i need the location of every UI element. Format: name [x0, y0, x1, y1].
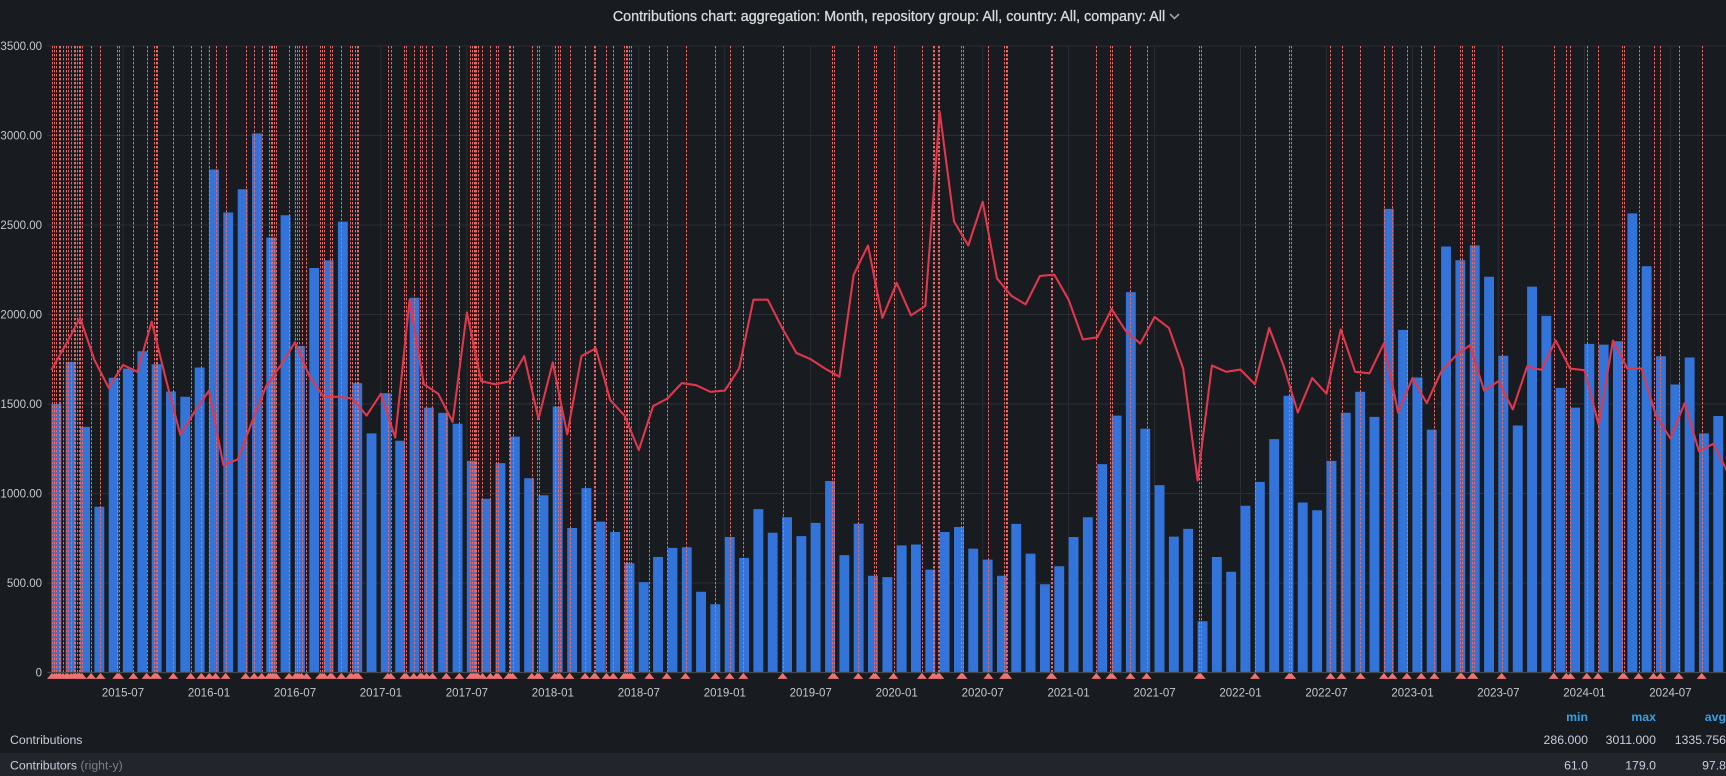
svg-text:max: max: [1631, 710, 1656, 724]
svg-text:2022-07: 2022-07: [1305, 688, 1347, 700]
svg-text:2019-01: 2019-01: [704, 688, 746, 700]
svg-text:2022-01: 2022-01: [1219, 688, 1261, 700]
svg-text:61.0: 61.0: [1564, 759, 1588, 773]
svg-text:2020-01: 2020-01: [876, 688, 918, 700]
svg-text:Contributions chart: aggregati: Contributions chart: aggregation: Month,…: [613, 9, 1165, 25]
svg-text:2016-01: 2016-01: [188, 688, 230, 700]
svg-text:min: min: [1566, 710, 1588, 724]
svg-text:2024-07: 2024-07: [1649, 688, 1691, 700]
svg-text:1335.756: 1335.756: [1675, 733, 1726, 747]
svg-text:2018-07: 2018-07: [618, 688, 660, 700]
svg-text:2023-01: 2023-01: [1391, 688, 1433, 700]
svg-text:2017-07: 2017-07: [446, 688, 488, 700]
svg-text:2020-07: 2020-07: [962, 688, 1004, 700]
svg-text:3011.000: 3011.000: [1606, 733, 1657, 747]
svg-text:2023-07: 2023-07: [1477, 688, 1519, 700]
svg-text:2000.00: 2000.00: [0, 310, 42, 322]
svg-text:Contributions: Contributions: [10, 733, 82, 747]
svg-text:97.8: 97.8: [1702, 759, 1726, 773]
svg-text:avg: avg: [1705, 710, 1726, 724]
svg-text:2015-07: 2015-07: [102, 688, 144, 700]
svg-text:2021-01: 2021-01: [1047, 688, 1089, 700]
svg-text:3000.00: 3000.00: [0, 131, 42, 143]
svg-text:500.00: 500.00: [7, 578, 42, 590]
svg-text:2500.00: 2500.00: [0, 220, 42, 232]
svg-text:Contributors (right-y): Contributors (right-y): [10, 759, 123, 773]
svg-text:1000.00: 1000.00: [0, 489, 42, 501]
svg-text:2017-01: 2017-01: [360, 688, 402, 700]
svg-text:2016-07: 2016-07: [274, 688, 316, 700]
svg-text:1500.00: 1500.00: [0, 399, 42, 411]
svg-text:179.0: 179.0: [1625, 759, 1656, 773]
svg-text:286.000: 286.000: [1544, 733, 1589, 747]
svg-text:2018-01: 2018-01: [532, 688, 574, 700]
svg-text:0: 0: [36, 668, 42, 680]
svg-text:2019-07: 2019-07: [790, 688, 832, 700]
svg-text:2021-07: 2021-07: [1133, 688, 1175, 700]
svg-text:2024-01: 2024-01: [1563, 688, 1605, 700]
svg-text:3500.00: 3500.00: [0, 41, 42, 53]
